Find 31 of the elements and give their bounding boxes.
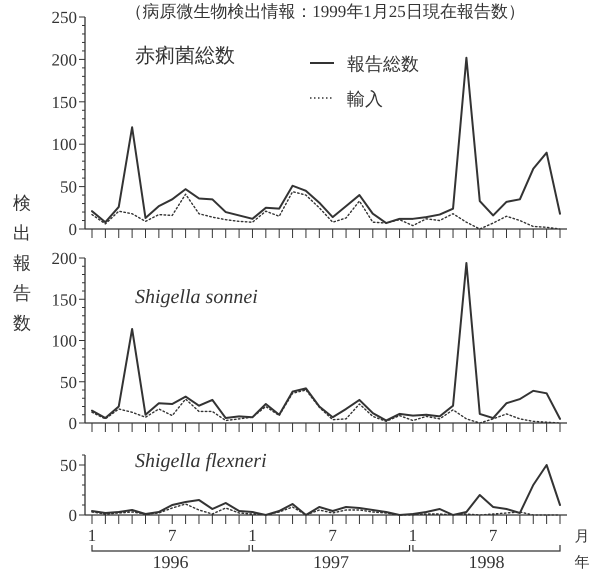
y-tick-label: 50 — [60, 456, 77, 475]
text: Shigella sonnei — [135, 286, 258, 308]
y-tick-label: 0 — [68, 506, 77, 525]
y-tick-label: 150 — [52, 92, 77, 112]
y-tick-label: 250 — [52, 8, 77, 27]
text: 年 — [574, 554, 590, 571]
x-tick-label: 7 — [488, 526, 498, 545]
y-tick-label: 50 — [60, 372, 77, 392]
x-tick-label: 1 — [88, 526, 96, 545]
y-tick-label: 50 — [60, 178, 77, 197]
text: 1996 — [152, 552, 189, 572]
legend-label: 輸入 — [347, 89, 383, 109]
chart-subtitle: Shigella flexneri — [135, 450, 267, 472]
y-tick-label: 200 — [52, 249, 77, 268]
y-axis-title: 検出報告数 — [13, 193, 31, 333]
text: 1998 — [468, 552, 504, 572]
text: 赤痢菌総数 — [135, 45, 235, 67]
chart-title: （病原微生物検出情報：1999年1月25日現在報告数） — [125, 2, 525, 21]
y-tick-label: 100 — [52, 332, 77, 350]
x-tick-label: 1 — [408, 526, 418, 545]
x-tick-label: 1 — [248, 526, 257, 545]
x-tick-label: 7 — [328, 526, 338, 545]
y-tick-label: 150 — [52, 290, 77, 310]
y-tick-label: 0 — [68, 414, 77, 433]
text: 1997 — [313, 552, 350, 572]
y-tick-label: 200 — [52, 50, 77, 70]
legend-label: 報告総数 — [347, 54, 419, 74]
x-tick-label: 7 — [168, 526, 177, 545]
y-tick-label: 0 — [68, 220, 77, 239]
text: 月 — [574, 529, 590, 545]
y-tick-label: 100 — [52, 135, 77, 154]
